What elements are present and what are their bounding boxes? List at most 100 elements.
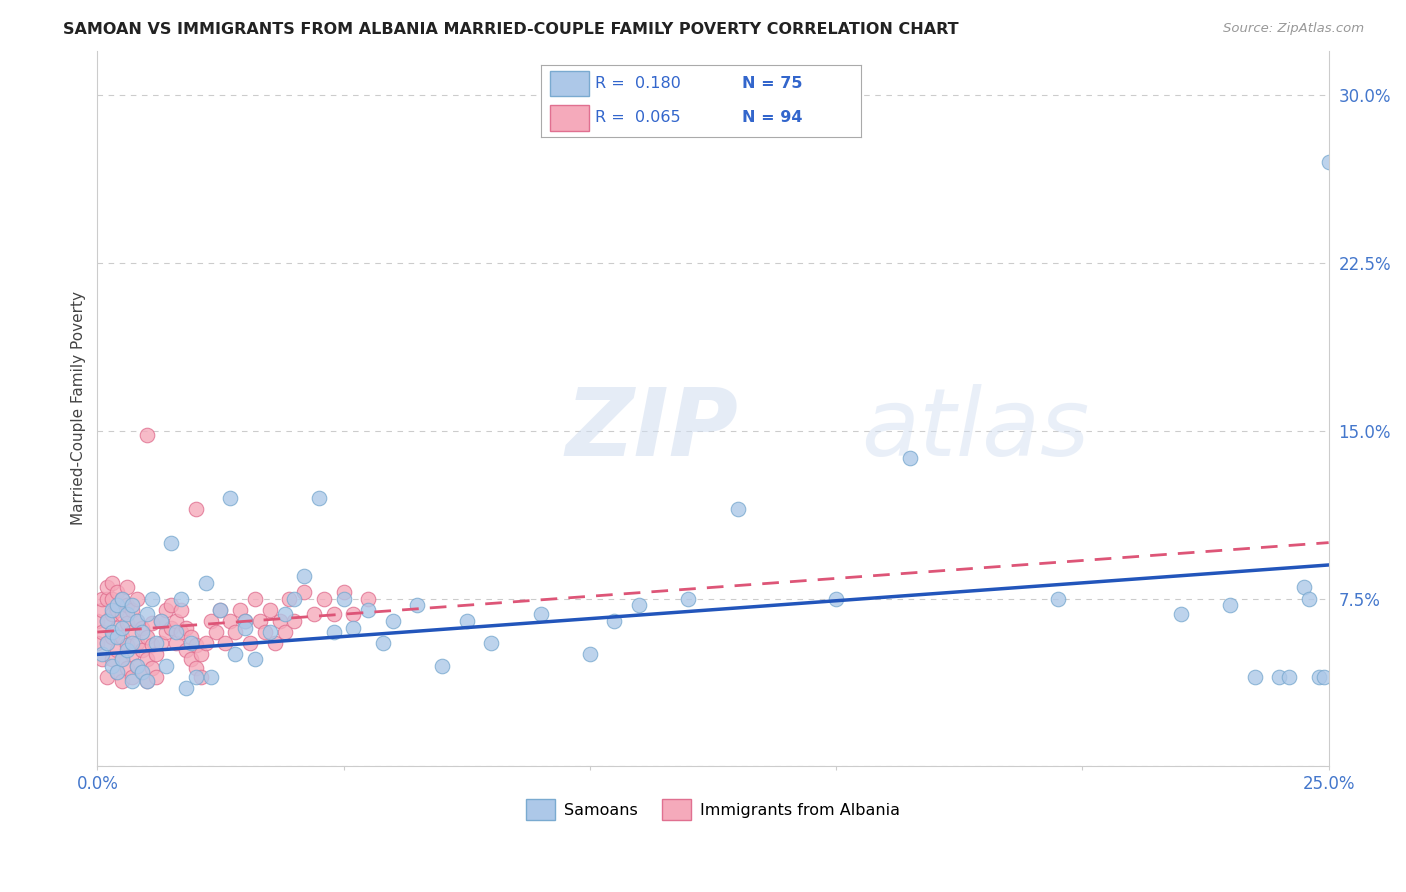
- Point: [105, 665, 128, 680]
- Point: [150, 614, 173, 628]
- Point: [105, 665, 128, 680]
- Point: [224, 648, 246, 662]
- Point: [727, 502, 749, 516]
- Point: [332, 584, 354, 599]
- Point: [96, 636, 118, 650]
- Point: [115, 607, 138, 622]
- Point: [204, 625, 226, 640]
- Point: [165, 625, 187, 640]
- Point: [342, 621, 364, 635]
- Point: [530, 607, 553, 622]
- Point: [155, 625, 177, 640]
- Point: [160, 598, 183, 612]
- Point: [141, 661, 163, 675]
- Point: [101, 658, 124, 673]
- Point: [170, 625, 193, 640]
- Point: [165, 614, 187, 628]
- Point: [121, 598, 143, 612]
- Point: [125, 591, 148, 606]
- Point: [135, 607, 157, 622]
- Point: [150, 614, 173, 628]
- Point: [105, 584, 128, 599]
- Point: [111, 607, 134, 622]
- Point: [180, 652, 202, 666]
- Point: [115, 639, 138, 653]
- Point: [278, 591, 301, 606]
- Point: [101, 603, 124, 617]
- Point: [190, 670, 212, 684]
- Point: [357, 591, 380, 606]
- Y-axis label: Married-Couple Family Poverty: Married-Couple Family Poverty: [72, 292, 86, 525]
- Point: [283, 614, 305, 628]
- Point: [170, 591, 193, 606]
- Point: [105, 621, 128, 635]
- Point: [357, 603, 380, 617]
- Point: [322, 625, 344, 640]
- Point: [194, 636, 217, 650]
- Point: [141, 591, 163, 606]
- Point: [292, 584, 315, 599]
- Point: [121, 670, 143, 684]
- Point: [115, 661, 138, 675]
- Point: [115, 616, 138, 631]
- Point: [121, 674, 143, 689]
- Point: [180, 630, 202, 644]
- Point: [253, 625, 276, 640]
- Point: [456, 614, 478, 628]
- Point: [184, 639, 207, 653]
- Point: [1046, 591, 1069, 606]
- Point: [342, 607, 364, 622]
- Point: [101, 575, 124, 590]
- Text: atlas: atlas: [860, 384, 1090, 475]
- Point: [678, 591, 700, 606]
- Point: [1298, 591, 1320, 606]
- Point: [111, 652, 134, 666]
- Point: [141, 616, 163, 631]
- Point: [125, 636, 148, 650]
- Point: [121, 648, 143, 662]
- Point: [259, 625, 281, 640]
- Point: [160, 535, 183, 549]
- Point: [135, 630, 157, 644]
- Point: [219, 614, 242, 628]
- Point: [579, 648, 602, 662]
- Point: [430, 658, 453, 673]
- Point: [1312, 670, 1334, 684]
- Point: [1268, 670, 1291, 684]
- Legend: Samoans, Immigrants from Albania: Samoans, Immigrants from Albania: [519, 793, 907, 826]
- Point: [170, 603, 193, 617]
- Point: [101, 607, 124, 622]
- Point: [91, 625, 114, 640]
- Point: [283, 591, 305, 606]
- Point: [249, 614, 271, 628]
- Point: [150, 636, 173, 650]
- Text: SAMOAN VS IMMIGRANTS FROM ALBANIA MARRIED-COUPLE FAMILY POVERTY CORRELATION CHAR: SAMOAN VS IMMIGRANTS FROM ALBANIA MARRIE…: [63, 22, 959, 37]
- Point: [269, 614, 291, 628]
- Point: [165, 636, 187, 650]
- Point: [131, 643, 153, 657]
- Point: [312, 591, 335, 606]
- Point: [91, 591, 114, 606]
- Point: [603, 614, 626, 628]
- Point: [131, 621, 153, 635]
- Point: [332, 591, 354, 606]
- Point: [121, 625, 143, 640]
- Point: [229, 603, 252, 617]
- Point: [111, 591, 134, 606]
- Point: [200, 670, 222, 684]
- Point: [243, 591, 266, 606]
- Point: [1243, 670, 1265, 684]
- Point: [86, 614, 108, 628]
- Point: [121, 636, 143, 650]
- Point: [131, 625, 153, 640]
- Point: [174, 643, 197, 657]
- Point: [141, 639, 163, 653]
- Point: [111, 652, 134, 666]
- Point: [111, 674, 134, 689]
- Point: [115, 580, 138, 594]
- Point: [1317, 155, 1340, 169]
- Point: [292, 569, 315, 583]
- Point: [180, 636, 202, 650]
- Text: ZIP: ZIP: [565, 384, 738, 476]
- Point: [1308, 670, 1330, 684]
